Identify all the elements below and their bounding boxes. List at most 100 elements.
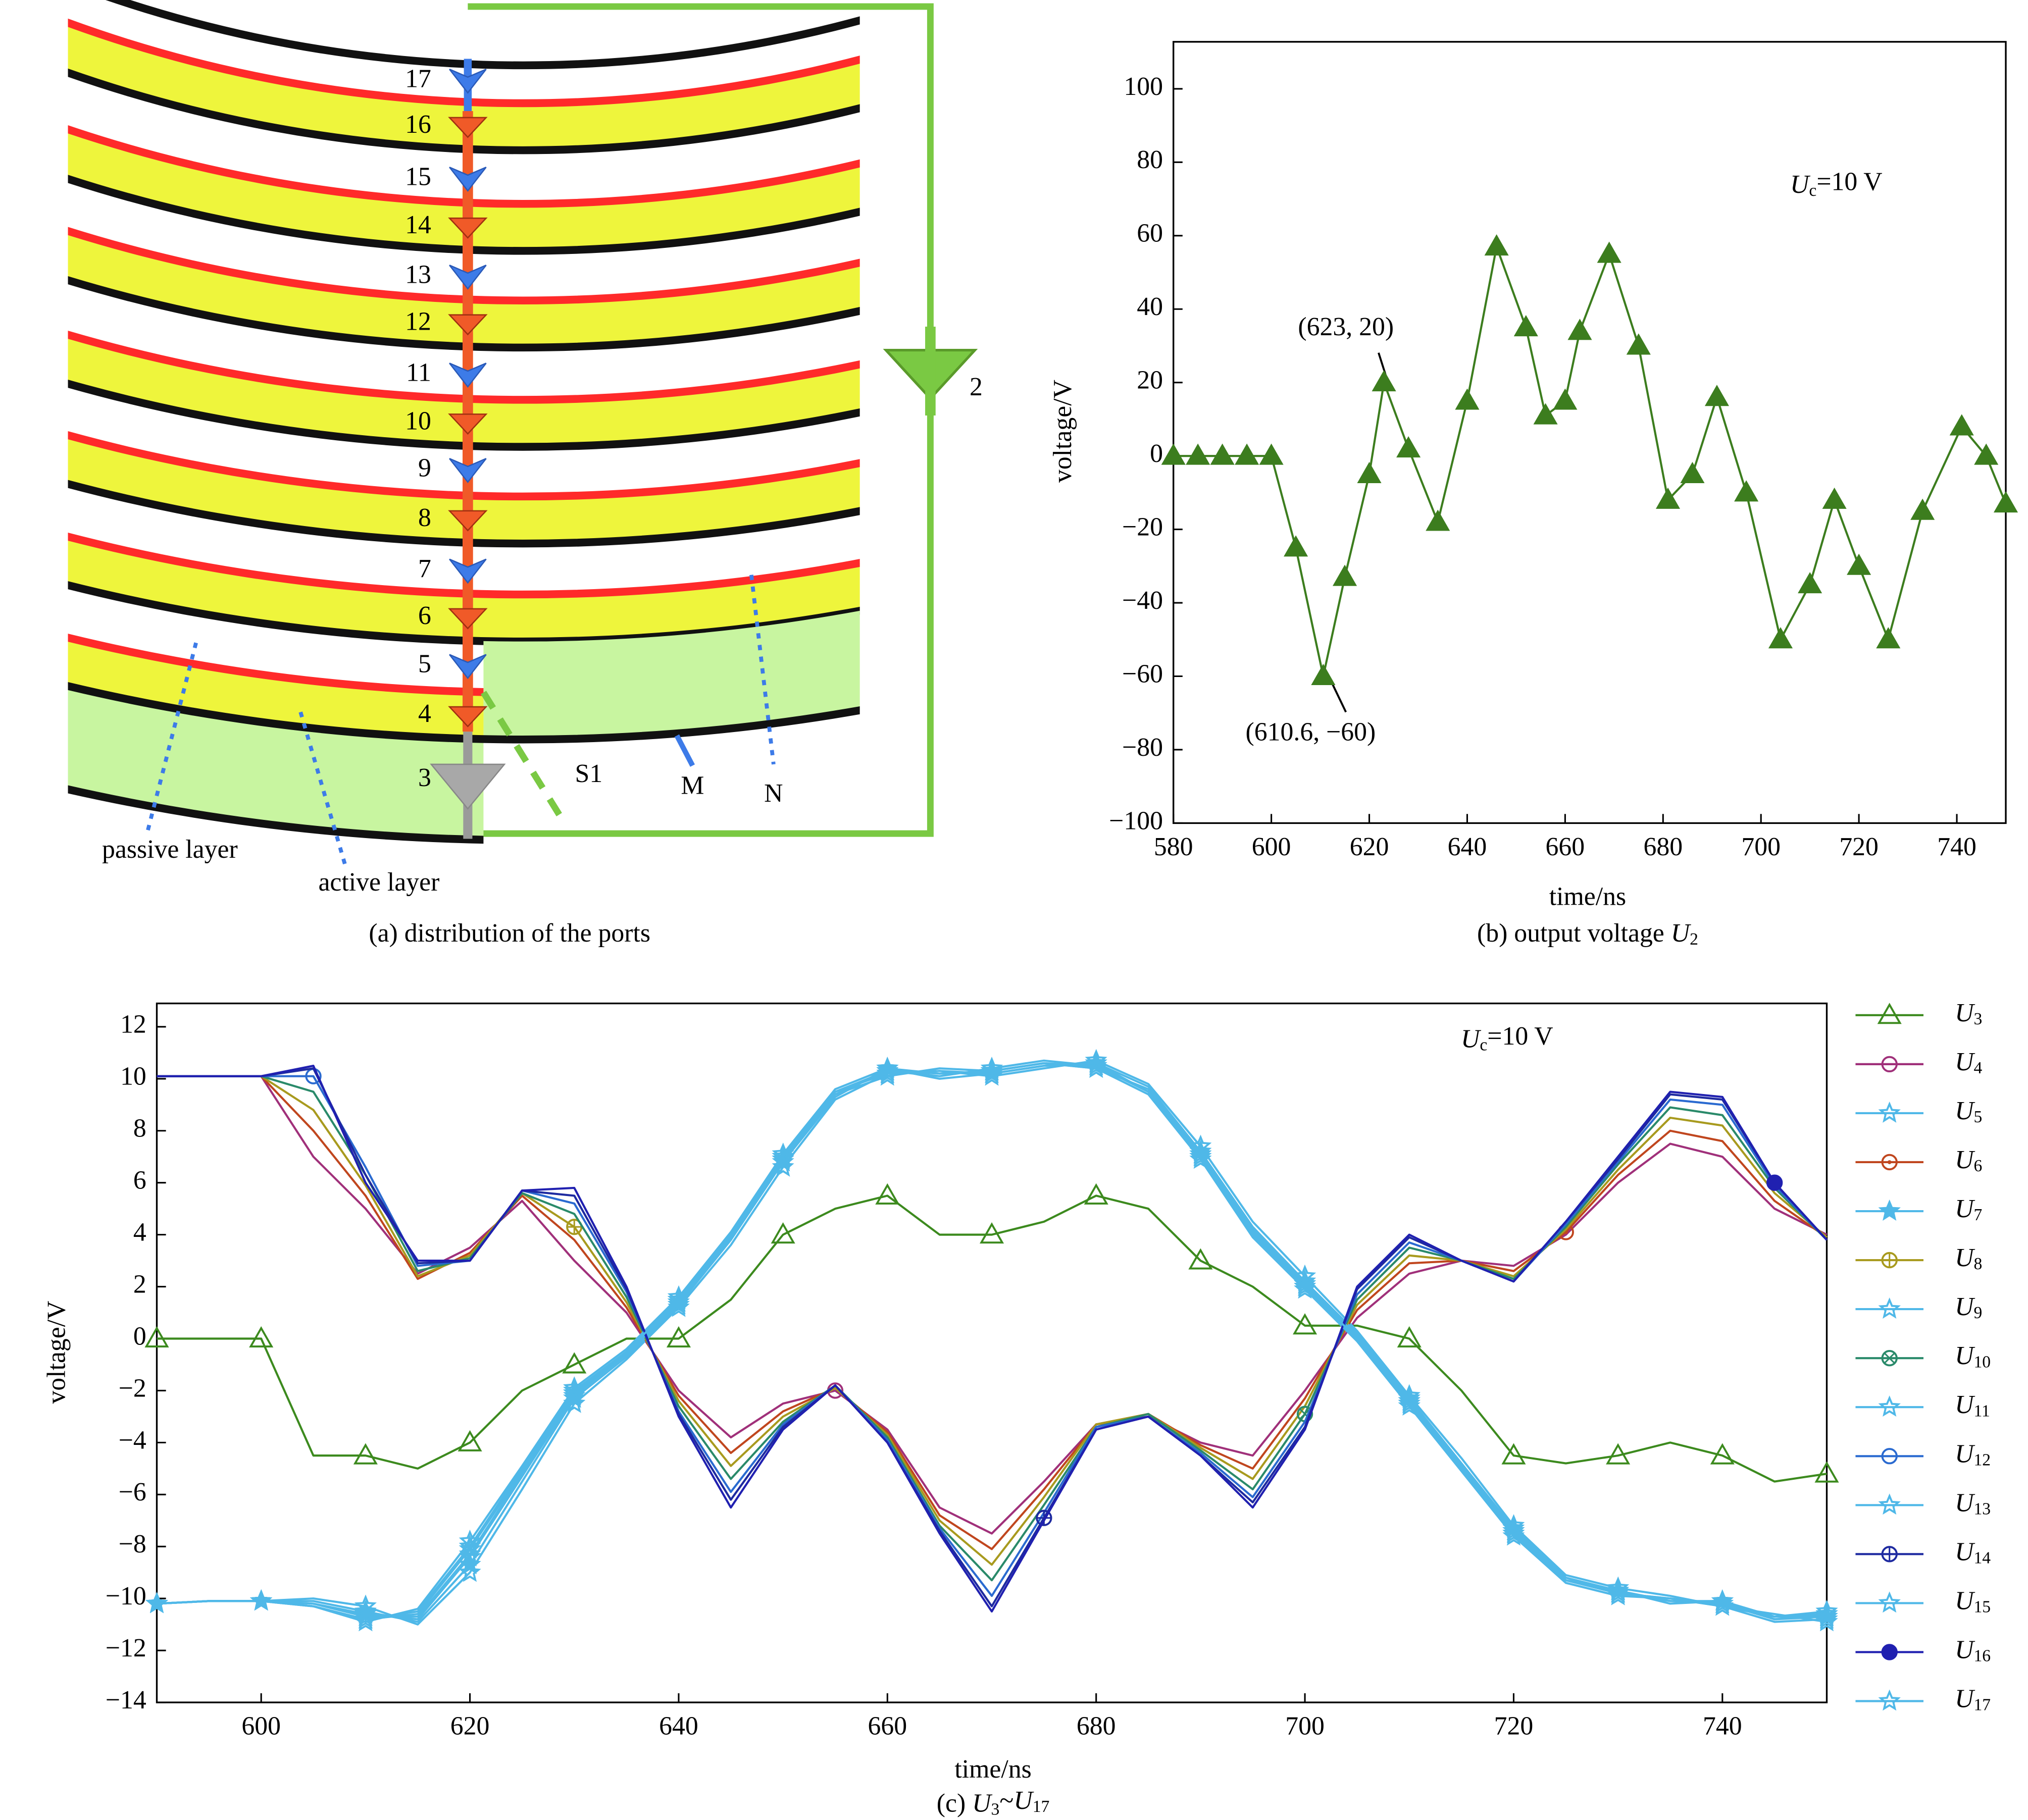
- marker-detail: [1882, 1547, 1897, 1562]
- marker: [1847, 553, 1871, 575]
- label: S1: [575, 759, 603, 788]
- marker: [1372, 370, 1396, 392]
- port-label: 5: [418, 650, 431, 679]
- y-tick-label: 0: [133, 1322, 146, 1350]
- marker: [1876, 627, 1901, 649]
- x-axis-label: time/ns: [1549, 882, 1626, 911]
- port-label: 13: [405, 261, 431, 289]
- marker: [1974, 443, 1999, 465]
- label: active layer: [318, 868, 439, 897]
- marker: [145, 1592, 168, 1614]
- x-tick-label: 740: [1937, 833, 1976, 861]
- marker-detail: [1887, 1160, 1892, 1164]
- marker: [1815, 1610, 1838, 1632]
- y-tick-label: 20: [1137, 366, 1163, 395]
- passive-edge: [68, 275, 860, 351]
- y-tick-label: 0: [1150, 439, 1163, 468]
- legend-label: U17: [1955, 1684, 1991, 1714]
- port-label: 14: [405, 211, 431, 239]
- marker: [772, 1145, 794, 1166]
- x-tick-label: 580: [1154, 833, 1193, 861]
- active-band: [68, 334, 860, 447]
- marker: [1502, 1522, 1525, 1543]
- active-edge: [68, 226, 860, 304]
- marker: [563, 1379, 586, 1400]
- passive-edge: [68, 68, 860, 154]
- legend-marker: [1878, 1395, 1901, 1417]
- passive-edge: [68, 681, 860, 743]
- marker: [1680, 461, 1705, 483]
- y-tick-label: −80: [1122, 733, 1163, 762]
- series-line: [157, 1062, 1827, 1623]
- active-band: [68, 22, 860, 150]
- x-tick-label: 620: [1350, 833, 1389, 861]
- port-label: 15: [405, 162, 431, 191]
- marker: [1189, 1145, 1212, 1166]
- x-tick-label: 720: [1839, 833, 1879, 861]
- marker: [1626, 333, 1651, 355]
- y-tick-label: 100: [1124, 72, 1163, 101]
- active-band: [68, 536, 860, 641]
- active-edge: [68, 431, 860, 500]
- marker: [1398, 1392, 1421, 1413]
- active-edge: [68, 18, 860, 107]
- marker: [1085, 1054, 1107, 1075]
- port-marker: [430, 763, 506, 810]
- marker: [875, 1183, 900, 1205]
- marker: [1259, 443, 1284, 465]
- y-tick-label: 4: [133, 1218, 146, 1246]
- legend-marker: [1878, 1297, 1901, 1319]
- port-marker: [448, 314, 488, 336]
- marker: [1822, 487, 1847, 509]
- port-marker: [448, 413, 488, 435]
- y-tick-label: 40: [1137, 292, 1163, 321]
- y-tick-label: 12: [120, 1010, 146, 1039]
- legend-label: U15: [1955, 1586, 1991, 1616]
- legend-label: U13: [1955, 1488, 1991, 1518]
- ports: 17 16 15 14 13 12 11 10 9 8 7 6 5 4 3: [405, 64, 506, 810]
- annotation: (623, 20): [1298, 313, 1394, 341]
- marker: [353, 1443, 378, 1465]
- marker: [250, 1589, 273, 1611]
- port-label: 9: [418, 454, 431, 483]
- x-tick-label: 600: [241, 1712, 281, 1741]
- series-line: [157, 1067, 1828, 1607]
- marker: [1533, 403, 1558, 425]
- x-tick-label: 740: [1703, 1712, 1742, 1741]
- legend-label: U5: [1955, 1097, 1982, 1126]
- series-line: [157, 1059, 1827, 1626]
- s1-line: [480, 691, 568, 825]
- series-line: [1173, 245, 2007, 678]
- marker-detail: [1884, 1352, 1896, 1364]
- port-label: 12: [405, 307, 431, 336]
- port-label: 16: [405, 110, 431, 139]
- legend-marker: [1878, 1689, 1901, 1711]
- port-marker: [449, 458, 487, 484]
- marker-detail: [1882, 1253, 1897, 1268]
- marker: [666, 1326, 691, 1347]
- y-tick-label: −6: [119, 1478, 146, 1506]
- marker: [1606, 1443, 1631, 1465]
- y-axis-label: voltage/V: [42, 1301, 71, 1403]
- passive-edge: [68, 174, 860, 254]
- plot-frame: [156, 1002, 1828, 1703]
- port-label: 7: [418, 554, 431, 583]
- port-marker: [449, 362, 487, 388]
- legend-marker: [1878, 1101, 1901, 1123]
- marker: [1768, 627, 1793, 649]
- series-line: [157, 1075, 1828, 1582]
- marker: [1704, 385, 1729, 406]
- marker: [1186, 443, 1210, 465]
- active-band: [68, 129, 860, 251]
- port-label: 3: [418, 763, 431, 792]
- marker: [1798, 572, 1822, 594]
- port-marker: [448, 706, 488, 727]
- series-line: [157, 1194, 1827, 1483]
- annotation: (610.6, −60): [1246, 717, 1376, 746]
- m-line: [674, 734, 695, 767]
- y-tick-label: 60: [1137, 219, 1163, 248]
- y-tick-label: −60: [1122, 659, 1163, 688]
- marker: [144, 1326, 169, 1347]
- legend-label: U8: [1955, 1243, 1982, 1273]
- x-tick-label: 680: [1643, 833, 1683, 861]
